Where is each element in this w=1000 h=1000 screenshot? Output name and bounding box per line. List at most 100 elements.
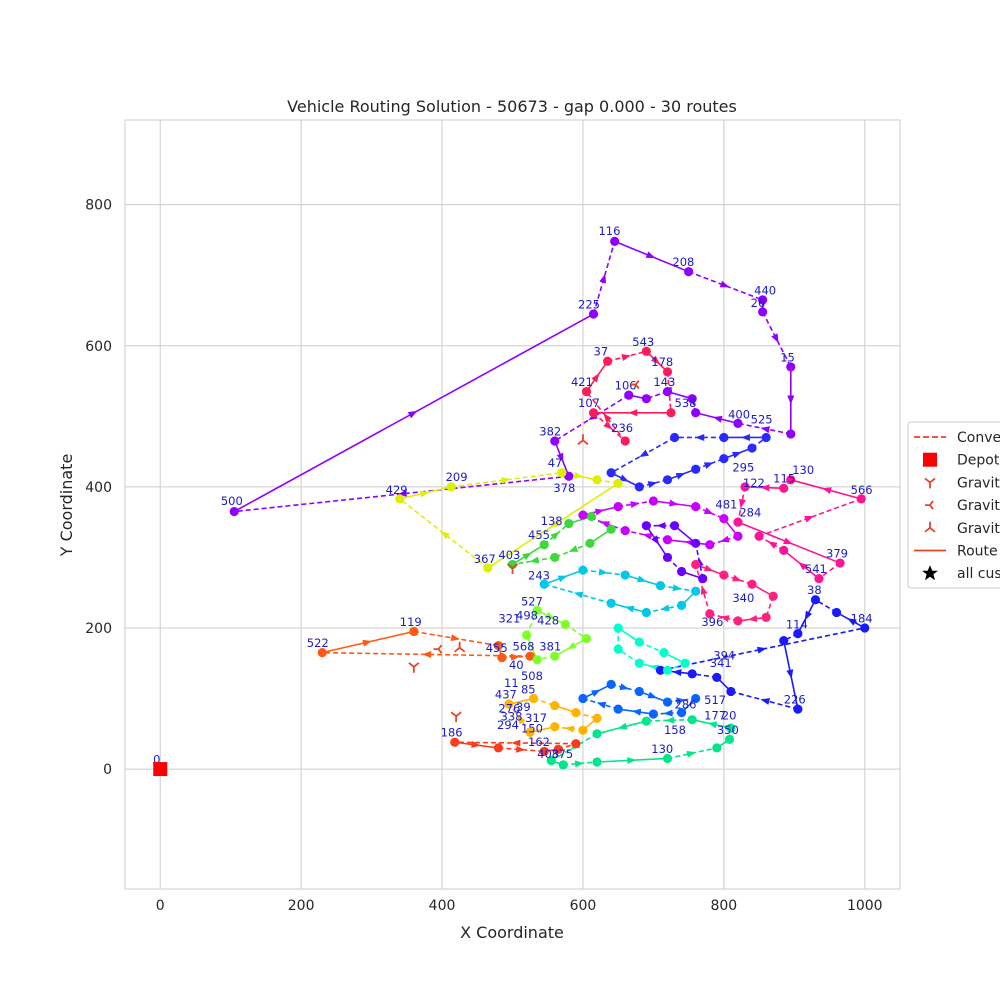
route-arrow	[596, 701, 607, 709]
x-tick-label: 400	[429, 898, 456, 914]
route-arrow	[422, 651, 432, 659]
customer-node	[550, 552, 560, 563]
route-arrow	[511, 739, 521, 747]
customer-node	[662, 535, 673, 545]
customer-node	[719, 432, 729, 443]
node-label: 378	[553, 481, 575, 495]
route-arrow	[798, 561, 808, 571]
node-label: 119	[400, 615, 422, 629]
customer-node	[634, 637, 644, 647]
customer-node	[779, 545, 789, 555]
chart-title: Vehicle Routing Solution - 50673 - gap 0…	[287, 97, 737, 116]
customer-node	[779, 636, 789, 646]
customer-node	[613, 478, 623, 488]
customer-node	[592, 713, 602, 723]
customer-node	[793, 629, 803, 639]
customer-node	[719, 454, 729, 464]
x-tick-label: 800	[710, 898, 737, 914]
route-arrow	[630, 501, 640, 509]
customer-node	[571, 708, 581, 718]
legend-swatch-triangle	[925, 500, 934, 510]
route-arrow	[407, 410, 418, 419]
node-label: 341	[710, 656, 732, 670]
gravity-center-marker	[450, 711, 462, 723]
node-label: 381	[539, 640, 561, 654]
customer-node	[539, 540, 549, 550]
node-label: 85	[521, 683, 536, 697]
route-segment	[501, 655, 531, 659]
route-arrow	[660, 604, 670, 612]
customer-node	[525, 727, 535, 737]
customer-node	[662, 552, 673, 563]
route-arrow	[549, 520, 560, 528]
customer-node	[641, 394, 651, 404]
node-label: 122	[743, 476, 765, 490]
node-label: 15	[780, 350, 795, 364]
customer-node	[550, 651, 560, 661]
customer-node	[613, 502, 623, 512]
customer-node	[532, 655, 542, 665]
legend-label: Gravit	[957, 475, 1000, 491]
route-arrow	[603, 413, 612, 423]
route-segment	[399, 498, 489, 569]
node-label: 284	[739, 505, 761, 519]
customer-node	[550, 722, 560, 732]
node-label: 186	[441, 726, 463, 740]
route-segment	[653, 711, 682, 715]
customer-node	[550, 700, 560, 711]
node-label: 321	[498, 611, 520, 625]
customer-node	[712, 743, 722, 753]
route-arrow	[573, 471, 584, 479]
customer-node	[712, 672, 722, 682]
node-label: 38	[807, 583, 822, 597]
customer-node	[613, 704, 623, 714]
route-arrow	[594, 508, 605, 516]
depot-marker	[153, 762, 168, 777]
node-label: 375	[551, 747, 573, 761]
customer-node	[581, 633, 592, 644]
node-label: 286	[675, 697, 697, 711]
route-arrow	[703, 462, 714, 469]
legend-swatch-triangle	[924, 521, 936, 533]
route-arrow	[703, 507, 714, 515]
node-label: 525	[751, 412, 773, 426]
route-arrow	[675, 472, 686, 480]
route-arrow	[517, 715, 526, 725]
customer-node	[831, 607, 842, 618]
node-label: 177	[704, 709, 726, 723]
gravity-center-marker	[630, 380, 640, 390]
node-label: 522	[307, 636, 329, 650]
customer-node	[655, 581, 666, 591]
node-label: 178	[651, 355, 673, 369]
route-arrow	[804, 610, 813, 621]
y-axis-label: Y Coordinate	[57, 454, 76, 558]
gravity-center-marker	[506, 563, 519, 574]
route-arrow	[471, 740, 481, 748]
route-arrow	[669, 499, 679, 507]
customer-node	[680, 658, 690, 668]
customer-node	[726, 723, 736, 733]
node-label: 0	[153, 752, 160, 766]
node-label: 498	[516, 608, 538, 622]
route-arrow	[557, 575, 568, 583]
node-label: 47	[548, 456, 563, 470]
customer-node	[409, 626, 419, 637]
node-label: 500	[221, 494, 243, 508]
customer-node	[493, 743, 504, 753]
node-label: 158	[664, 723, 686, 737]
node-label: 481	[715, 498, 737, 512]
route-arrow	[591, 373, 600, 383]
route-arrow	[501, 476, 511, 484]
plot-area	[124, 119, 901, 890]
route-arrow	[760, 426, 770, 434]
route-arrow	[732, 451, 742, 459]
customer-node	[592, 475, 602, 485]
node-label: 143	[653, 375, 675, 389]
route-arrow	[599, 273, 607, 284]
customer-node	[659, 648, 669, 658]
customer-node	[395, 494, 405, 504]
node-label: 538	[675, 396, 697, 410]
node-label: 394	[713, 649, 735, 663]
route-segment	[554, 725, 584, 732]
